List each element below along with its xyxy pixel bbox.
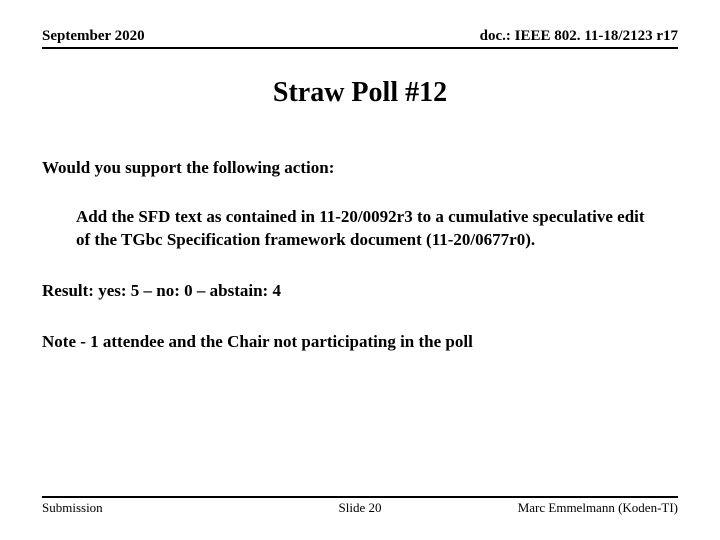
slide-title: Straw Poll #12 bbox=[42, 77, 678, 109]
footer-slide-number: Slide 20 bbox=[339, 500, 382, 516]
poll-result: Result: yes: 5 – no: 0 – abstain: 4 bbox=[42, 280, 678, 303]
header: September 2020 doc.: IEEE 802. 11-18/212… bbox=[42, 28, 678, 49]
footer: Submission Slide 20 Marc Emmelmann (Kode… bbox=[42, 496, 678, 516]
header-date: September 2020 bbox=[42, 28, 145, 45]
poll-action-text: Add the SFD text as contained in 11-20/0… bbox=[76, 206, 658, 252]
footer-author: Marc Emmelmann (Koden-TI) bbox=[518, 500, 678, 516]
footer-left: Submission bbox=[42, 500, 103, 516]
slide-body: Would you support the following action: … bbox=[42, 157, 678, 354]
poll-note: Note - 1 attendee and the Chair not part… bbox=[42, 331, 678, 354]
poll-question: Would you support the following action: bbox=[42, 157, 678, 180]
header-doc-id: doc.: IEEE 802. 11-18/2123 r17 bbox=[480, 28, 678, 45]
